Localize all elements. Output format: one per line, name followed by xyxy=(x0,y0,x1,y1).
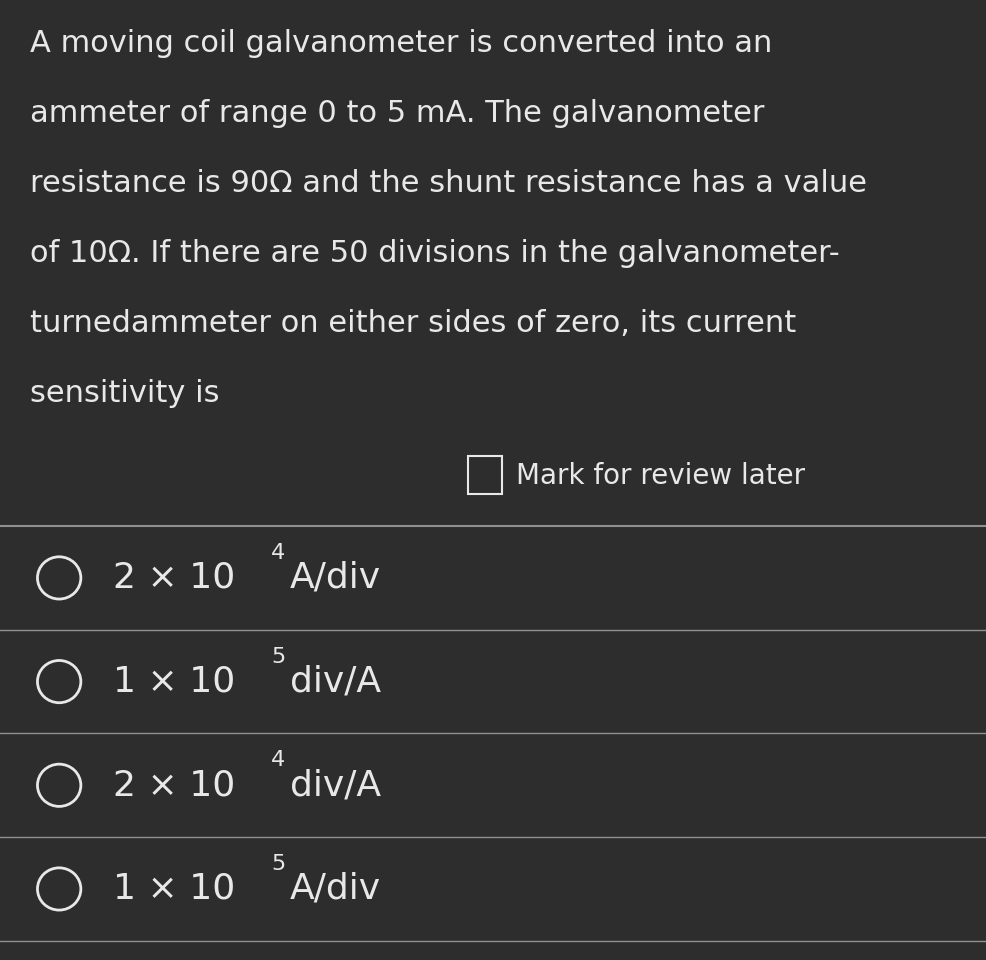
Text: 4: 4 xyxy=(271,751,285,770)
Text: sensitivity is: sensitivity is xyxy=(30,379,219,408)
Text: of 10Ω. If there are 50 divisions in the galvanometer-: of 10Ω. If there are 50 divisions in the… xyxy=(30,239,839,268)
Text: 5: 5 xyxy=(271,854,285,874)
Text: A/div: A/div xyxy=(290,561,381,595)
Circle shape xyxy=(37,868,81,910)
Text: 1 × 10: 1 × 10 xyxy=(113,664,236,699)
Circle shape xyxy=(37,764,81,806)
Text: ammeter of range 0 to 5 mA. The galvanometer: ammeter of range 0 to 5 mA. The galvanom… xyxy=(30,99,764,128)
Text: 2 × 10: 2 × 10 xyxy=(113,561,236,595)
Text: A moving coil galvanometer is converted into an: A moving coil galvanometer is converted … xyxy=(30,29,772,58)
Text: div/A: div/A xyxy=(290,768,381,803)
Text: resistance is 90Ω and the shunt resistance has a value: resistance is 90Ω and the shunt resistan… xyxy=(30,169,867,198)
FancyBboxPatch shape xyxy=(468,456,502,494)
Circle shape xyxy=(37,557,81,599)
Text: turnedammeter on either sides of zero, its current: turnedammeter on either sides of zero, i… xyxy=(30,309,796,338)
Text: 5: 5 xyxy=(271,647,285,666)
Text: 4: 4 xyxy=(271,543,285,563)
Circle shape xyxy=(37,660,81,703)
Text: A/div: A/div xyxy=(290,872,381,906)
Text: Mark for review later: Mark for review later xyxy=(516,462,805,490)
Text: div/A: div/A xyxy=(290,664,381,699)
Text: 2 × 10: 2 × 10 xyxy=(113,768,236,803)
Text: 1 × 10: 1 × 10 xyxy=(113,872,236,906)
